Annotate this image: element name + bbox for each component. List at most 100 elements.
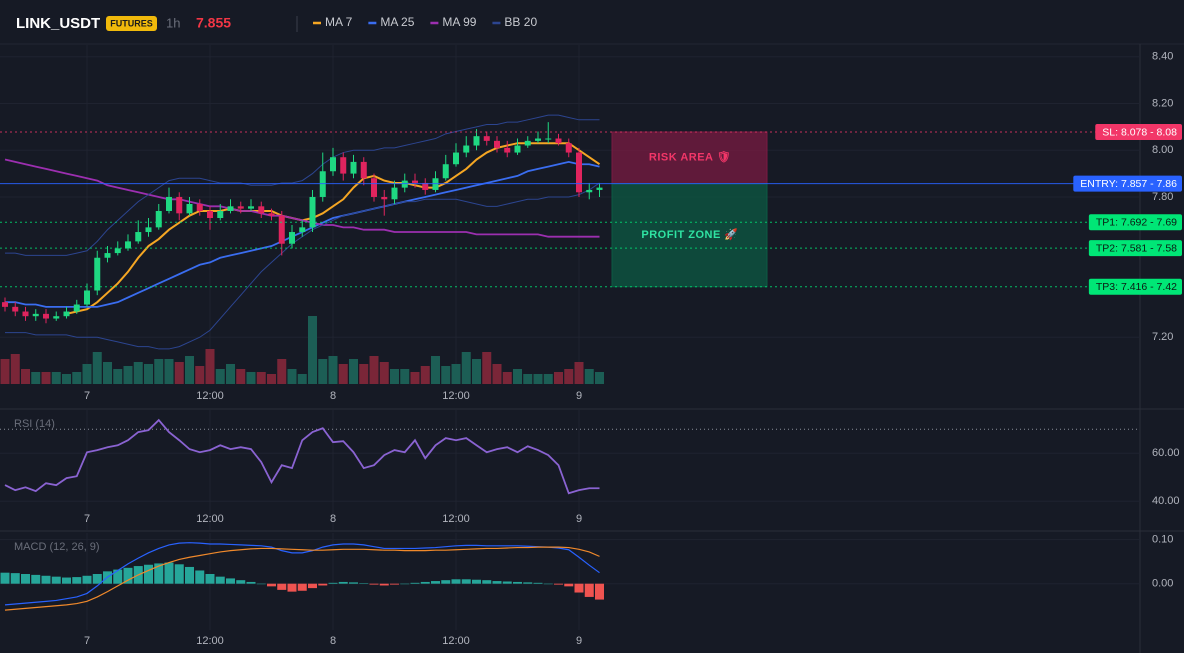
level-label: SL: 8.078 - 8.08 — [1102, 126, 1177, 138]
band-upper — [5, 114, 600, 256]
candle-body — [412, 180, 418, 183]
volume-bar — [492, 364, 502, 384]
candle-body — [299, 227, 306, 233]
volume-bar — [236, 369, 246, 384]
histogram-bar — [174, 564, 184, 584]
candle-body — [360, 161, 367, 179]
candle-body — [73, 304, 80, 312]
volume-bar — [195, 366, 205, 384]
candle-body — [289, 232, 295, 244]
volume-bar — [41, 372, 51, 384]
macd-line — [4, 542, 600, 606]
level-label-bg — [1088, 214, 1182, 231]
histogram-bar — [92, 574, 102, 584]
candle-body — [63, 311, 70, 317]
candle-body — [104, 253, 111, 258]
volume-bar — [164, 359, 174, 384]
candle-body — [217, 210, 224, 219]
histogram-bar — [297, 583, 307, 591]
level-label: TP2: 7.581 - 7.58 — [1096, 242, 1177, 254]
volume-bar — [267, 374, 276, 384]
candle-body — [32, 313, 39, 317]
volume-bar — [256, 372, 266, 384]
level-label: TP3: 7.416 - 7.42 — [1096, 281, 1177, 293]
histogram-bar — [400, 583, 410, 585]
volume-bar — [72, 372, 82, 384]
volume-bar — [420, 366, 430, 384]
y-tick-label: 60.00 — [1152, 447, 1180, 459]
volume-bar — [379, 362, 389, 384]
y-tick-label: 8.20 — [1152, 97, 1173, 109]
candle-body — [340, 157, 347, 174]
y-tick-label: 0.10 — [1152, 534, 1173, 546]
candle-body — [84, 290, 90, 305]
candle-body — [125, 241, 131, 249]
histogram-bar — [359, 583, 369, 584]
candle-body — [545, 138, 552, 140]
histogram-bar — [154, 563, 164, 584]
level-label-bg — [1088, 240, 1182, 257]
candle-body — [135, 232, 142, 242]
x-tick-label: 8 — [330, 390, 336, 402]
candle-body — [227, 206, 234, 211]
volume-bar — [62, 374, 71, 384]
volume-bar — [226, 364, 235, 384]
volume-bar — [369, 356, 379, 384]
histogram-bar — [369, 583, 379, 585]
volume-bar — [185, 356, 194, 384]
volume-bar — [451, 364, 461, 384]
volume-bar — [502, 372, 512, 384]
histogram-bar — [185, 566, 194, 584]
volume-bar — [431, 356, 440, 384]
volume-bar — [103, 362, 112, 384]
legend: MA 7 MA 25 MA 99 BB 20 — [313, 15, 537, 29]
histogram-bar — [492, 581, 502, 584]
histogram-bar — [584, 583, 594, 597]
x-tick-label: 7 — [84, 390, 90, 402]
candle-body — [12, 306, 19, 312]
candle-body — [483, 136, 490, 141]
volume-bar — [359, 364, 369, 384]
histogram-bar — [256, 583, 266, 585]
volume-bar — [390, 369, 399, 384]
histogram-bar — [308, 583, 317, 589]
candle-body — [576, 152, 582, 193]
volume-bar — [92, 352, 102, 384]
histogram-bar — [482, 580, 492, 584]
histogram-bar — [31, 574, 41, 584]
candle-body — [248, 206, 254, 209]
volume-bar — [21, 369, 30, 384]
volume-bar — [51, 372, 61, 384]
volume-bar — [144, 364, 153, 384]
histogram-bar — [543, 583, 553, 585]
candle-body — [330, 157, 336, 172]
legend-label: MA 7 — [325, 15, 353, 29]
volume-bar — [584, 369, 594, 384]
x-tick-label: 12:00 — [442, 390, 470, 402]
legend-label: MA 25 — [380, 15, 414, 29]
histogram-bar — [513, 581, 522, 584]
volume-bar — [113, 369, 123, 384]
candle-body — [268, 213, 275, 216]
candle-body — [155, 210, 162, 228]
y-tick-label: 0.00 — [1152, 578, 1173, 590]
candle-body — [565, 143, 572, 153]
x-tick-label: 9 — [576, 635, 582, 647]
x-tick-label: 12:00 — [442, 513, 470, 525]
candle-body — [207, 210, 213, 219]
volume-bar — [154, 359, 164, 384]
last-price: 7.855 — [196, 15, 231, 31]
volume-bar — [287, 369, 297, 384]
zone-label: PROFIT ZONE 🚀 — [641, 228, 738, 241]
histogram-bar — [338, 581, 348, 584]
signal-line — [4, 546, 600, 611]
histogram-bar — [420, 581, 430, 584]
y-tick-label: 7.20 — [1152, 331, 1173, 343]
y-tick-label: 40.00 — [1152, 495, 1180, 507]
candle-body — [114, 248, 121, 254]
volume-bar — [10, 354, 20, 384]
volume-bar — [543, 374, 553, 384]
candle-body — [43, 313, 49, 319]
